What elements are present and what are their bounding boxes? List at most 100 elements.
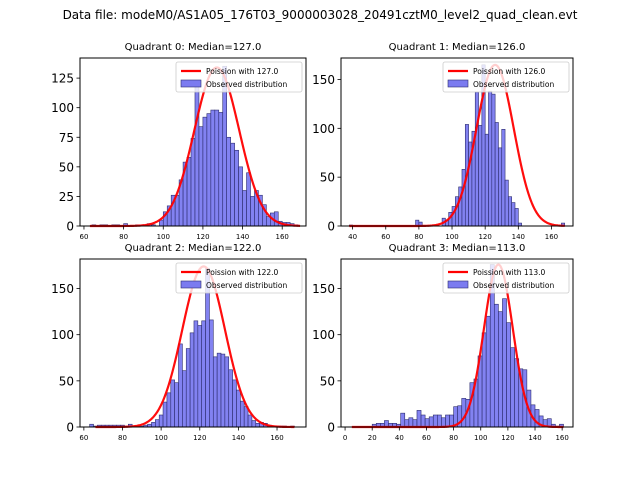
y-tick-label: 0 xyxy=(327,421,335,435)
histogram-bar xyxy=(441,417,446,428)
histogram-bar xyxy=(194,82,200,227)
histogram-bar xyxy=(251,420,257,428)
histogram-bar xyxy=(220,353,226,428)
histogram-bar xyxy=(474,91,479,227)
histogram-bar xyxy=(182,370,187,428)
legend-bar-label: Observed distribution xyxy=(473,281,554,290)
y-tick-label: 100 xyxy=(51,101,74,115)
x-tick-label: 100 xyxy=(154,434,167,442)
histogram-bar xyxy=(234,149,239,227)
legend-bar-label: Observed distribution xyxy=(206,80,287,89)
x-tick-label: 160 xyxy=(545,233,558,241)
subplot-quadrant-0: Quadrant 0: Median=127.0 60 80 100 120 140 160… xyxy=(51,42,307,241)
y-tick-label: 0 xyxy=(327,220,335,234)
histogram-bar xyxy=(151,422,156,428)
histogram-bar xyxy=(162,401,168,428)
x-tick-label: 160 xyxy=(276,233,289,241)
histogram-bar xyxy=(432,414,438,428)
legend-bar-label: Observed distribution xyxy=(206,281,287,290)
legend: Poission with 122.0 Observed distribution xyxy=(175,262,303,294)
x-tick-label: 80 xyxy=(119,233,128,241)
histogram-bar xyxy=(478,125,483,227)
legend-box xyxy=(442,61,570,93)
x-tick-label: 0 xyxy=(343,434,347,442)
axes-frame xyxy=(340,57,574,227)
x-tick-label: 40 xyxy=(348,233,357,241)
y-tick-label: 50 xyxy=(59,160,74,174)
x-tick-label: 20 xyxy=(368,434,377,442)
x-tick-label: 120 xyxy=(478,233,491,241)
histogram-bar xyxy=(158,414,164,428)
x-tick-label: 40 xyxy=(395,434,404,442)
histogram-bar xyxy=(247,414,253,428)
histogram-bar xyxy=(202,116,208,227)
y-tick-label: 75 xyxy=(59,131,74,145)
y-tick-label: 50 xyxy=(59,374,74,388)
legend: Poission with 126.0 Observed distribution xyxy=(442,61,570,93)
histogram-bar xyxy=(197,325,202,428)
y-tick-label: 0 xyxy=(66,220,74,234)
histogram-bar xyxy=(498,147,503,227)
x-tick-label: 80 xyxy=(118,434,127,442)
legend-bar-label: Observed distribution xyxy=(473,80,554,89)
histogram-bar xyxy=(412,419,418,428)
histogram-bar xyxy=(408,417,414,428)
histogram-bar xyxy=(491,93,496,227)
subplot-quadrant-1: Quadrant 1: Median=126.0 40 60 80 100 120 140 1… xyxy=(312,42,574,241)
axes-frame xyxy=(79,57,307,227)
histogram-bar xyxy=(485,315,491,428)
histogram-bar xyxy=(498,311,503,428)
x-tick-label: 100 xyxy=(157,233,170,241)
y-tick-label: 100 xyxy=(312,328,335,342)
histogram-bar xyxy=(210,109,216,227)
x-tick-label: 140 xyxy=(232,434,245,442)
histogram-bar xyxy=(236,389,241,428)
legend: Poission with 113.0 Observed distribution xyxy=(442,262,570,294)
histogram-bar xyxy=(273,211,279,227)
subplot-title: Quadrant 3: Median=113.0 xyxy=(389,243,526,254)
x-tick-label: 60 xyxy=(381,233,390,241)
x-tick-label: 160 xyxy=(555,434,568,442)
histogram-bar xyxy=(186,157,192,227)
histogram-bar xyxy=(155,419,160,428)
y-tick-label: 150 xyxy=(51,282,74,296)
x-tick-label: 60 xyxy=(79,434,88,442)
subplot-title: Quadrant 2: Median=122.0 xyxy=(125,243,262,254)
histogram-bar xyxy=(508,196,512,227)
histogram-bar xyxy=(209,319,214,428)
histogram-bar xyxy=(174,382,179,428)
histogram-bar xyxy=(238,166,243,227)
histogram-bar xyxy=(189,332,195,428)
y-tick-label: 0 xyxy=(66,421,74,435)
subplot-title: Quadrant 1: Median=126.0 xyxy=(389,42,526,53)
legend-curve-label: Poission with 122.0 xyxy=(206,268,279,277)
subplot-title: Quadrant 0: Median=127.0 xyxy=(125,42,262,53)
legend-box xyxy=(442,262,570,294)
x-tick-label: 140 xyxy=(512,233,525,241)
histogram-bar xyxy=(224,356,230,428)
histogram-bar xyxy=(514,208,519,227)
y-tick-label: 150 xyxy=(312,73,335,87)
histogram-bar xyxy=(230,142,235,227)
histogram-bar xyxy=(437,414,442,428)
histogram-bar xyxy=(193,320,199,428)
y-tick-label: 50 xyxy=(320,171,335,185)
histogram-bar xyxy=(242,190,247,227)
histogram-bar xyxy=(416,410,422,428)
x-tick-label: 80 xyxy=(414,233,423,241)
histogram-bar xyxy=(201,320,206,428)
histogram-bar xyxy=(511,202,516,227)
x-tick-label: 120 xyxy=(196,233,209,241)
histogram-bar xyxy=(185,348,191,428)
histogram-bar xyxy=(504,179,509,227)
y-tick-label: 125 xyxy=(51,72,74,86)
y-tick-label: 25 xyxy=(59,190,74,204)
legend-box xyxy=(175,61,303,93)
histogram-bar xyxy=(494,303,499,428)
histogram-bar xyxy=(461,169,466,227)
histogram-bar xyxy=(404,419,410,428)
legend-curve-label: Poission with 113.0 xyxy=(473,268,546,277)
histogram-bar xyxy=(255,423,260,428)
histogram-bar xyxy=(461,398,467,428)
